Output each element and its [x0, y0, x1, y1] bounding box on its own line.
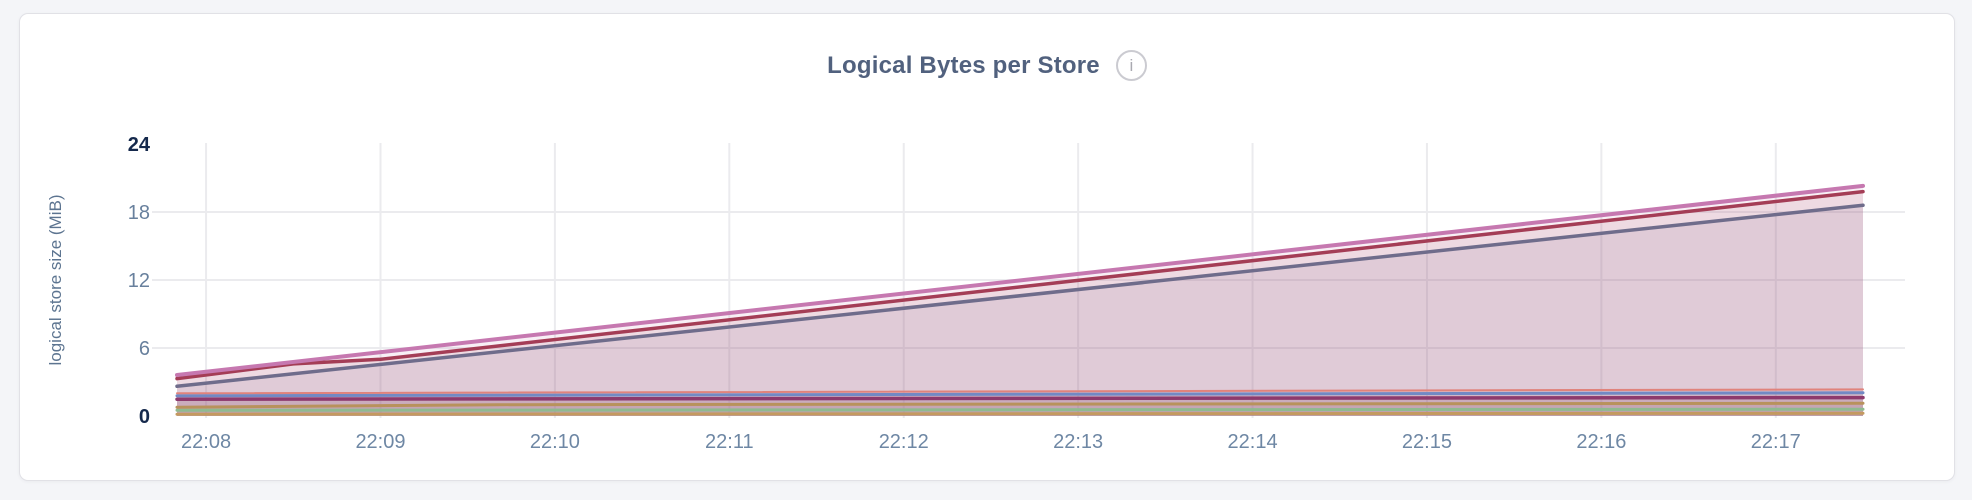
- x-tick-label: 22:09: [355, 431, 405, 453]
- x-tick-label: 22:17: [1751, 431, 1801, 453]
- series-line-store-tan: [175, 401, 1865, 409]
- series-line-store-slate: [175, 203, 1865, 389]
- y-tick-label: 24: [128, 134, 151, 156]
- chart-header: Logical Bytes per Store i: [20, 50, 1954, 81]
- series-line-store-blue: [175, 391, 1865, 398]
- x-tick-label: 22:14: [1228, 431, 1278, 453]
- x-tick-label: 22:10: [530, 431, 580, 453]
- x-tick-label: 22:11: [705, 431, 754, 453]
- x-tick-label: 22:12: [879, 431, 929, 453]
- series-line-store-green: [175, 407, 1865, 412]
- series-line-store-crimson: [175, 189, 1865, 381]
- x-tick-label: 22:13: [1053, 431, 1103, 453]
- x-tick-label: 22:16: [1576, 431, 1626, 453]
- series-line-store-plum: [175, 395, 1865, 401]
- series-area-store-slate: [177, 205, 1863, 416]
- series-area-store-orchid: [177, 185, 1863, 416]
- x-tick-label: 22:15: [1402, 431, 1452, 453]
- y-tick-label: 0: [139, 406, 150, 428]
- y-tick-label: 12: [128, 270, 150, 292]
- info-icon[interactable]: i: [1115, 50, 1147, 81]
- y-tick-label: 18: [128, 202, 150, 224]
- series-line-store-gold: [175, 411, 1865, 416]
- y-tick-label: 6: [139, 338, 150, 360]
- x-tick-label: 22:08: [181, 431, 231, 453]
- chart-title: Logical Bytes per Store: [827, 51, 1100, 79]
- series-line-store-orchid: [175, 183, 1865, 377]
- series-area-store-crimson: [177, 191, 1863, 416]
- series-line-store-salmon: [176, 388, 1864, 395]
